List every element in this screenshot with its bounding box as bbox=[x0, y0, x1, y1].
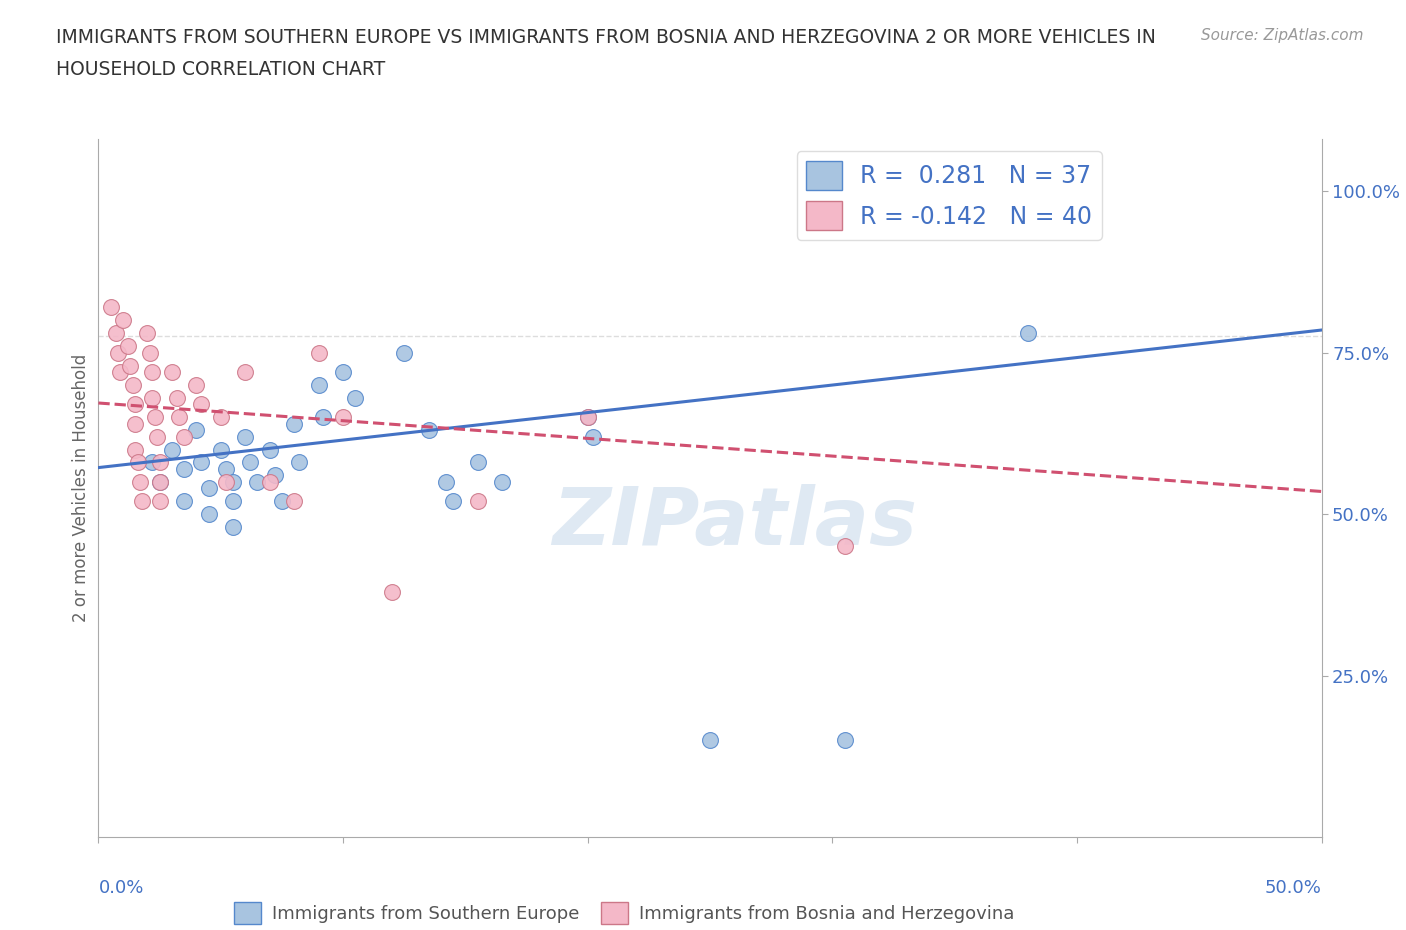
Point bbox=[834, 733, 856, 748]
Point bbox=[100, 300, 122, 315]
Point bbox=[121, 378, 143, 392]
Point bbox=[146, 429, 169, 444]
Point bbox=[149, 455, 172, 470]
Point bbox=[186, 423, 208, 438]
Point bbox=[141, 391, 163, 405]
Point bbox=[312, 410, 335, 425]
Point bbox=[127, 455, 149, 470]
Point bbox=[270, 494, 294, 509]
Point bbox=[467, 494, 489, 509]
Point bbox=[190, 397, 212, 412]
Point bbox=[418, 423, 440, 438]
Point bbox=[129, 474, 152, 489]
Point bbox=[141, 455, 163, 470]
Point bbox=[332, 410, 354, 425]
Y-axis label: 2 or more Vehicles in Household: 2 or more Vehicles in Household bbox=[72, 354, 90, 622]
Point bbox=[124, 417, 146, 432]
Point bbox=[239, 455, 262, 470]
Point bbox=[283, 417, 305, 432]
Point bbox=[1017, 326, 1039, 340]
Text: HOUSEHOLD CORRELATION CHART: HOUSEHOLD CORRELATION CHART bbox=[56, 60, 385, 79]
Point bbox=[173, 461, 195, 476]
Point bbox=[160, 442, 183, 457]
Point bbox=[209, 442, 232, 457]
Point bbox=[222, 494, 245, 509]
Point bbox=[332, 365, 354, 379]
Point bbox=[576, 410, 599, 425]
Point bbox=[149, 474, 172, 489]
Point bbox=[173, 429, 195, 444]
Point bbox=[160, 365, 183, 379]
Point bbox=[131, 494, 153, 509]
Point bbox=[214, 461, 236, 476]
Point bbox=[149, 474, 172, 489]
Point bbox=[308, 378, 330, 392]
Point bbox=[491, 474, 513, 489]
Point bbox=[167, 410, 190, 425]
Text: IMMIGRANTS FROM SOUTHERN EUROPE VS IMMIGRANTS FROM BOSNIA AND HERZEGOVINA 2 OR M: IMMIGRANTS FROM SOUTHERN EUROPE VS IMMIG… bbox=[56, 28, 1156, 46]
Point bbox=[259, 474, 281, 489]
Text: ZIPatlas: ZIPatlas bbox=[553, 485, 917, 562]
Point bbox=[107, 345, 129, 360]
Text: 0.0%: 0.0% bbox=[98, 879, 143, 897]
Point bbox=[166, 391, 188, 405]
Point bbox=[441, 494, 464, 509]
Point bbox=[104, 326, 127, 340]
Legend: Immigrants from Southern Europe, Immigrants from Bosnia and Herzegovina: Immigrants from Southern Europe, Immigra… bbox=[226, 895, 1022, 930]
Point bbox=[259, 442, 281, 457]
Point bbox=[186, 378, 208, 392]
Point bbox=[222, 474, 245, 489]
Point bbox=[110, 365, 132, 379]
Point bbox=[124, 442, 146, 457]
Point bbox=[214, 474, 236, 489]
Text: Source: ZipAtlas.com: Source: ZipAtlas.com bbox=[1201, 28, 1364, 43]
Point bbox=[246, 474, 269, 489]
Point bbox=[111, 312, 134, 327]
Point bbox=[124, 397, 146, 412]
Text: 50.0%: 50.0% bbox=[1265, 879, 1322, 897]
Point bbox=[141, 365, 163, 379]
Point bbox=[283, 494, 305, 509]
Point bbox=[308, 345, 330, 360]
Point bbox=[699, 733, 721, 748]
Point bbox=[120, 358, 142, 373]
Point bbox=[143, 410, 166, 425]
Point bbox=[117, 339, 139, 353]
Point bbox=[344, 391, 367, 405]
Point bbox=[263, 468, 285, 483]
Point bbox=[173, 494, 195, 509]
Point bbox=[467, 455, 489, 470]
Point bbox=[233, 365, 256, 379]
Point bbox=[288, 455, 311, 470]
Point bbox=[190, 455, 212, 470]
Point bbox=[576, 410, 599, 425]
Point bbox=[392, 345, 416, 360]
Point bbox=[222, 520, 245, 535]
Point bbox=[209, 410, 232, 425]
Point bbox=[834, 539, 856, 554]
Point bbox=[197, 481, 219, 496]
Point bbox=[233, 429, 256, 444]
Point bbox=[197, 507, 219, 522]
Point bbox=[581, 429, 603, 444]
Point bbox=[139, 345, 162, 360]
Point bbox=[136, 326, 159, 340]
Point bbox=[381, 584, 404, 599]
Point bbox=[149, 494, 172, 509]
Point bbox=[434, 474, 457, 489]
